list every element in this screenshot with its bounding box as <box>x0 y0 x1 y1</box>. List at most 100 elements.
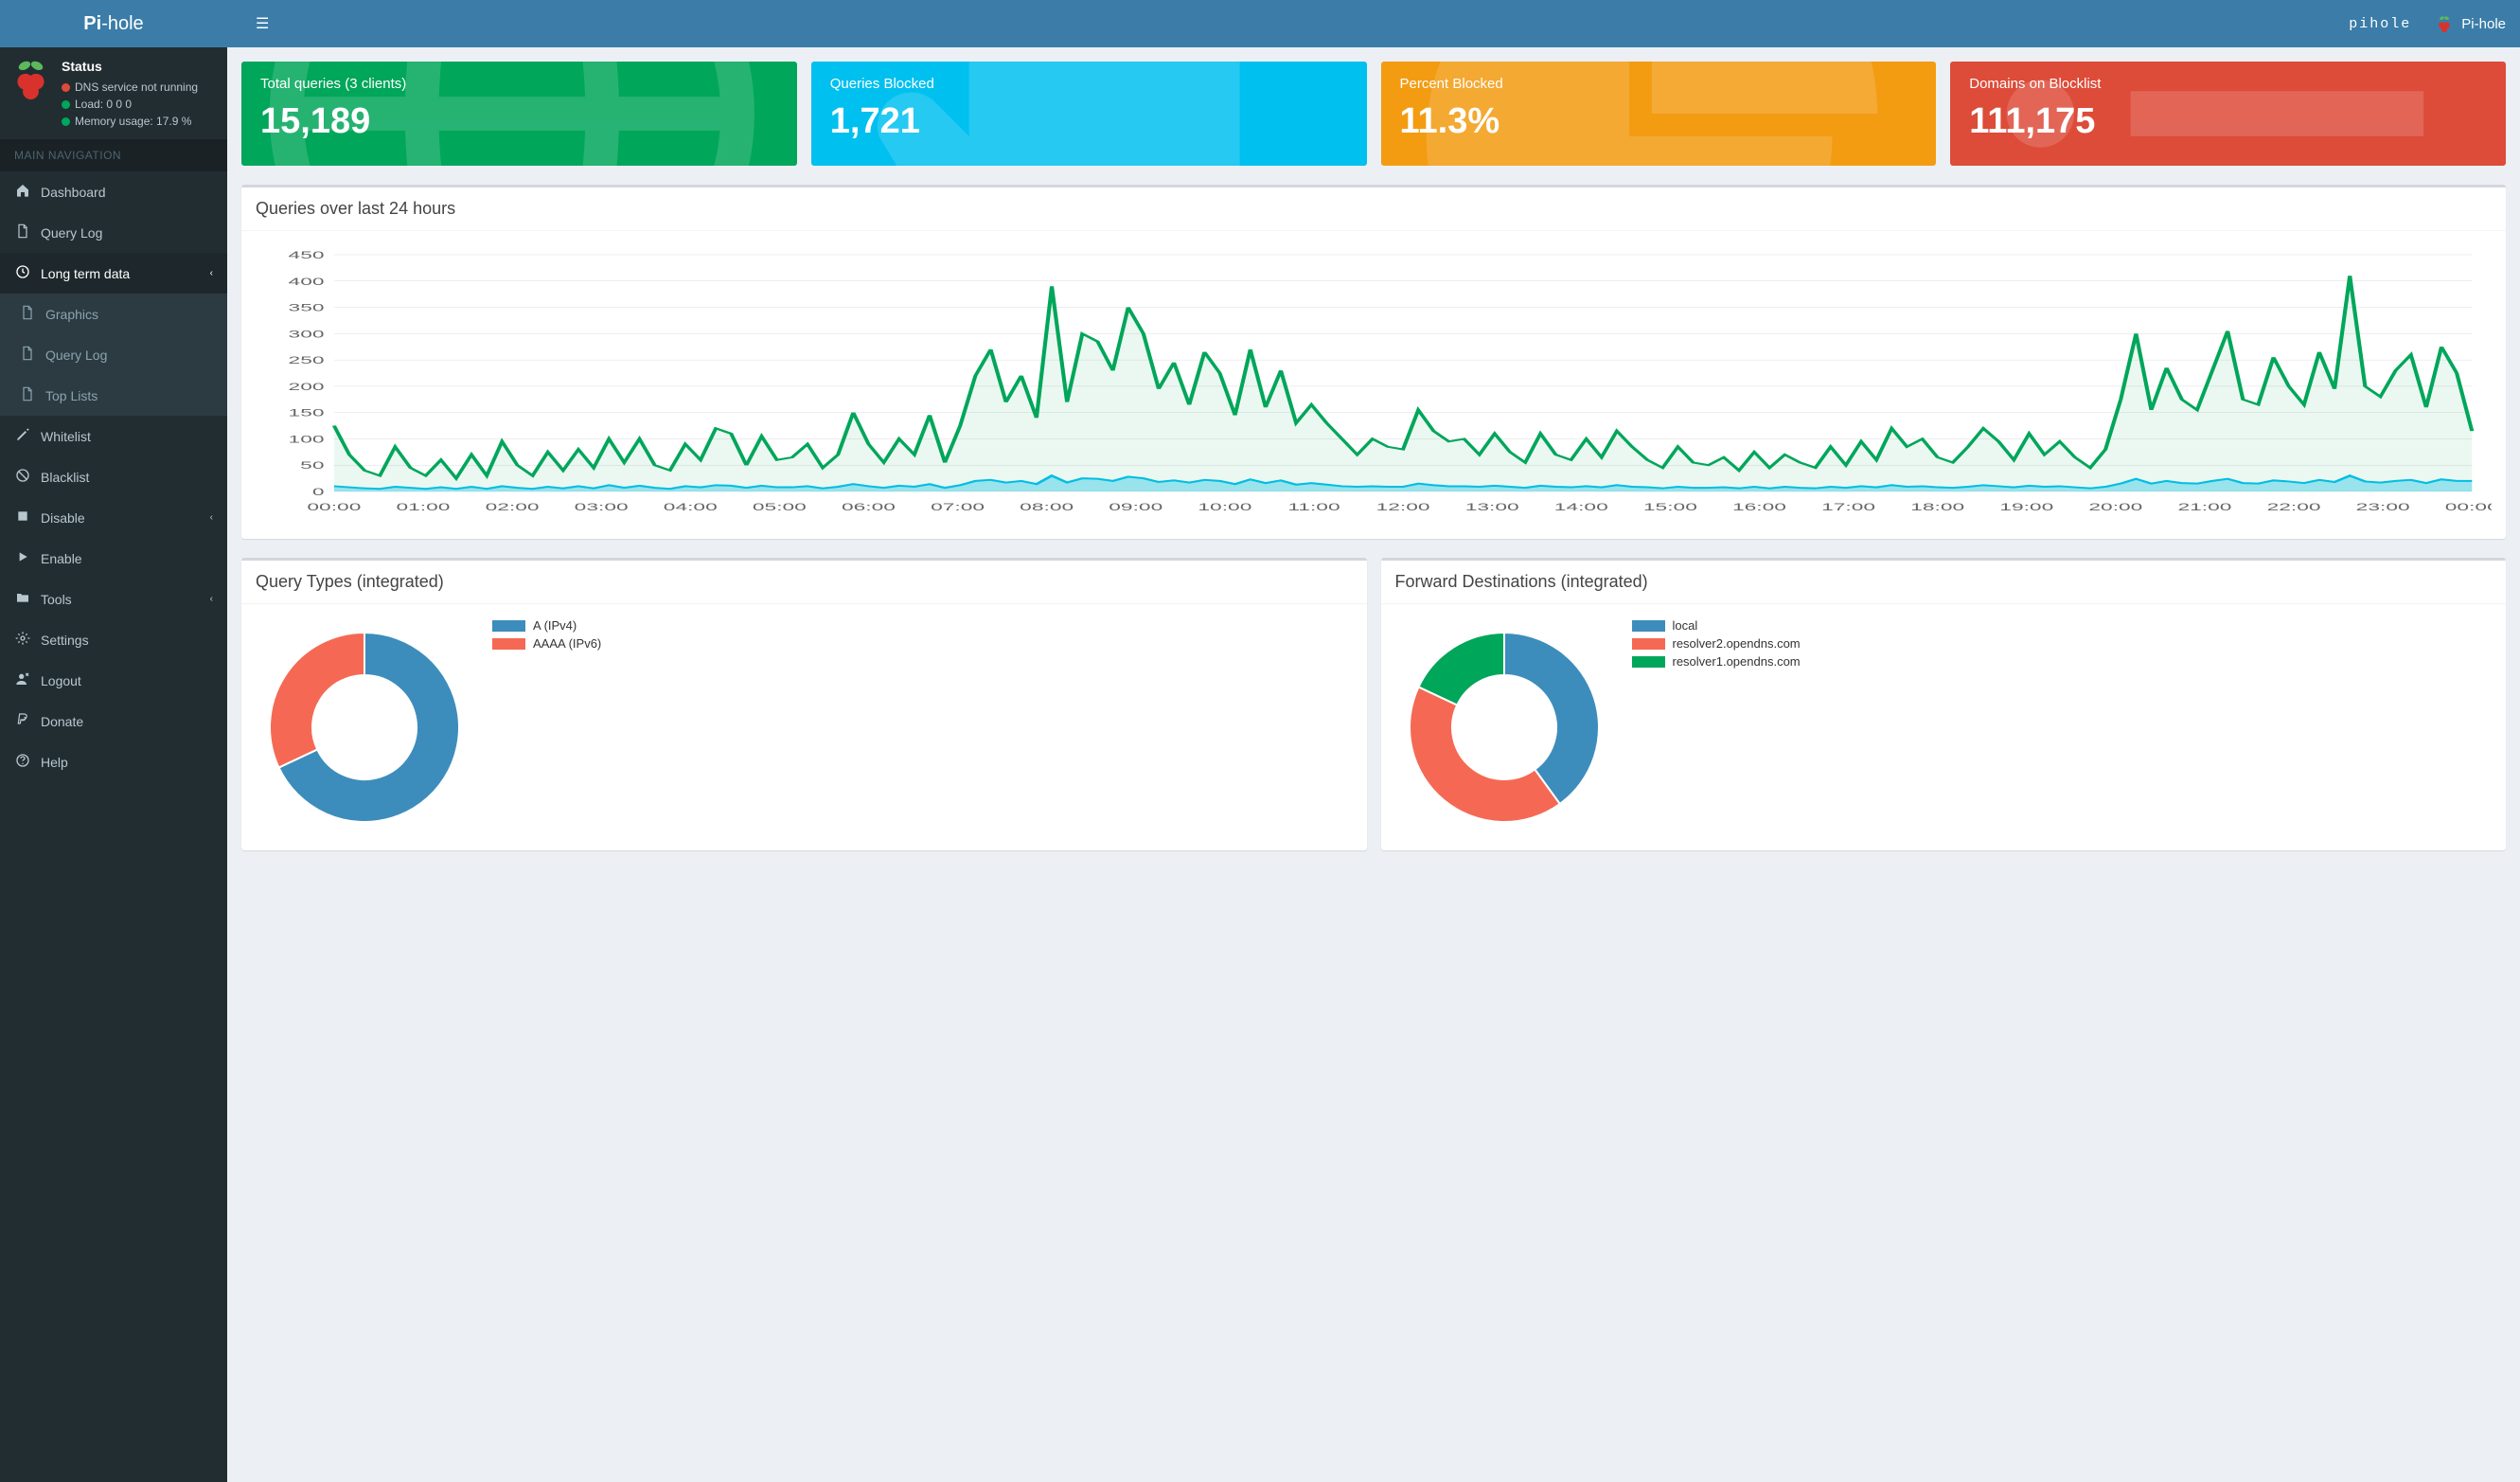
forward-dest-title: Forward Destinations (integrated) <box>1395 572 1648 591</box>
svg-text:20:00: 20:00 <box>2088 501 2142 512</box>
status-title: Status <box>62 57 198 77</box>
svg-text:450: 450 <box>289 249 325 260</box>
sidebar-item-label: Query Log <box>45 348 107 363</box>
sidebar-item-donate[interactable]: Donate <box>0 701 227 741</box>
user-x-icon <box>14 671 31 689</box>
svg-text:21:00: 21:00 <box>2177 501 2231 512</box>
svg-text:13:00: 13:00 <box>1465 501 1519 512</box>
sidebar-item-long-term-data[interactable]: Long term data‹ <box>0 253 227 294</box>
svg-text:150: 150 <box>289 407 325 419</box>
stat-domains-blocklist[interactable]: Domains on Blocklist 111,175 <box>1950 62 2506 166</box>
svg-text:19:00: 19:00 <box>1999 501 2053 512</box>
brand-label: Pi-hole <box>2461 16 2506 32</box>
brand-link[interactable]: Pi-hole <box>2435 14 2506 33</box>
svg-text:11:00: 11:00 <box>1287 501 1340 512</box>
sidebar-item-disable[interactable]: Disable‹ <box>0 497 227 538</box>
svg-text:06:00: 06:00 <box>842 501 896 512</box>
legend-swatch <box>492 620 525 632</box>
svg-text:09:00: 09:00 <box>1109 501 1162 512</box>
logo-text: Pi-hole <box>83 13 143 35</box>
sidebar-subitem-graphics[interactable]: Graphics <box>0 294 227 334</box>
hand-icon <box>811 62 1353 166</box>
status-panel: Status DNS service not running Load: 0 0… <box>0 47 227 139</box>
svg-text:18:00: 18:00 <box>1910 501 1964 512</box>
raspberry-logo-icon <box>9 57 52 99</box>
sidebar-item-label: Dashboard <box>41 185 106 200</box>
globe-icon <box>241 62 783 166</box>
sidebar-item-label: Graphics <box>45 307 98 322</box>
svg-text:22:00: 22:00 <box>2267 501 2321 512</box>
dot-red-icon <box>62 83 70 92</box>
svg-text:03:00: 03:00 <box>575 501 629 512</box>
chevron-icon: ‹ <box>210 594 213 604</box>
svg-text:01:00: 01:00 <box>396 501 450 512</box>
sidebar-item-enable[interactable]: Enable <box>0 538 227 579</box>
sidebar-item-label: Donate <box>41 714 83 729</box>
stat-total-queries[interactable]: Total queries (3 clients) 15,189 <box>241 62 797 166</box>
svg-text:05:00: 05:00 <box>753 501 807 512</box>
legend-label: resolver1.opendns.com <box>1673 654 1801 669</box>
top-header: Pi-hole ☰ pihole Pi-hole <box>0 0 2520 47</box>
hamburger-icon[interactable]: ☰ <box>241 5 283 43</box>
sidebar-item-query-log[interactable]: Query Log <box>0 212 227 253</box>
sidebar-item-blacklist[interactable]: Blacklist <box>0 456 227 497</box>
sidebar-item-label: Logout <box>41 673 81 688</box>
sidebar-item-tools[interactable]: Tools ‹ <box>0 579 227 619</box>
chevron-icon: ‹ <box>210 268 213 278</box>
sidebar-item-whitelist[interactable]: Whitelist <box>0 416 227 456</box>
query-types-title: Query Types (integrated) <box>256 572 444 591</box>
stat-queries-blocked[interactable]: Queries Blocked 1,721 <box>811 62 1367 166</box>
legend-item[interactable]: A (IPv4) <box>492 618 601 633</box>
svg-text:07:00: 07:00 <box>931 501 985 512</box>
chart-row: Query Types (integrated) A (IPv4) AAAA (I… <box>241 558 2506 869</box>
file-icon <box>19 346 36 364</box>
logo[interactable]: Pi-hole <box>0 0 227 47</box>
legend-item[interactable]: resolver1.opendns.com <box>1632 654 1801 669</box>
svg-text:04:00: 04:00 <box>664 501 718 512</box>
sidebar-subitem-query-log[interactable]: Query Log <box>0 334 227 375</box>
home-icon <box>14 183 31 201</box>
paypal-icon <box>14 712 31 730</box>
dot-green-icon <box>62 100 70 109</box>
stat-row: Total queries (3 clients) 15,189 Queries… <box>241 62 2506 166</box>
dot-green-icon <box>62 117 70 126</box>
svg-text:10:00: 10:00 <box>1198 501 1251 512</box>
navbar: ☰ pihole Pi-hole <box>227 5 2520 43</box>
query-types-box: Query Types (integrated) A (IPv4) AAAA (I… <box>241 558 1367 850</box>
sidebar-item-logout[interactable]: Logout <box>0 660 227 701</box>
legend-label: AAAA (IPv6) <box>533 636 601 651</box>
legend-swatch <box>1632 656 1665 668</box>
timeline-box: Queries over last 24 hours 0501001502002… <box>241 185 2506 539</box>
sidebar-item-settings[interactable]: Settings <box>0 619 227 660</box>
sidebar-item-label: Enable <box>41 551 82 566</box>
legend-label: local <box>1673 618 1698 633</box>
sidebar-subitem-top-lists[interactable]: Top Lists <box>0 375 227 416</box>
legend-item[interactable]: local <box>1632 618 1801 633</box>
pencil-icon <box>14 427 31 445</box>
sidebar-item-label: Whitelist <box>41 429 91 444</box>
list-icon <box>1950 62 2492 166</box>
legend-item[interactable]: AAAA (IPv6) <box>492 636 601 651</box>
svg-text:00:00: 00:00 <box>2445 501 2492 512</box>
svg-text:50: 50 <box>300 459 324 471</box>
timeline-chart: 05010015020025030035040045000:0001:0002:… <box>256 245 2492 520</box>
legend-item[interactable]: resolver2.opendns.com <box>1632 636 1801 651</box>
sidebar-item-help[interactable]: Help <box>0 741 227 782</box>
sidebar-item-label: Tools <box>41 592 72 607</box>
svg-text:400: 400 <box>289 276 325 287</box>
play-icon <box>14 549 31 567</box>
legend-label: A (IPv4) <box>533 618 577 633</box>
folder-icon <box>14 590 31 608</box>
nav-list: Dashboard Query Log Long term data‹ Graphic… <box>0 171 227 782</box>
legend-label: resolver2.opendns.com <box>1673 636 1801 651</box>
status-dns: DNS service not running <box>62 79 198 96</box>
sidebar-item-label: Query Log <box>41 225 102 241</box>
svg-text:250: 250 <box>289 354 325 366</box>
query-types-donut <box>256 618 473 836</box>
gear-icon <box>14 631 31 649</box>
stat-percent-blocked[interactable]: Percent Blocked 11.3% <box>1381 62 1937 166</box>
legend-swatch <box>1632 620 1665 632</box>
sidebar-item-dashboard[interactable]: Dashboard <box>0 171 227 212</box>
status-mem: Memory usage: 17.9 % <box>62 113 198 130</box>
svg-text:17:00: 17:00 <box>1821 501 1875 512</box>
